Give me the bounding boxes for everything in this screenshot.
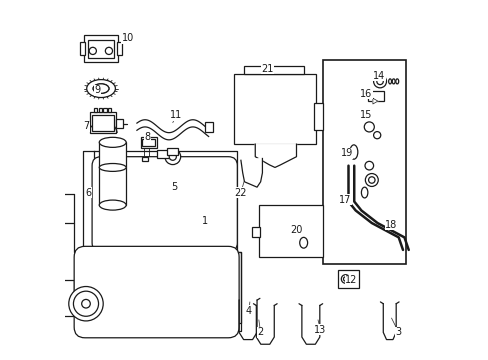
Ellipse shape (93, 84, 109, 93)
Circle shape (81, 300, 90, 308)
Ellipse shape (99, 137, 126, 147)
Bar (251, 226, 259, 237)
Circle shape (89, 47, 96, 54)
Ellipse shape (349, 145, 357, 159)
Polygon shape (372, 98, 377, 104)
Bar (314, 103, 323, 130)
Polygon shape (255, 144, 296, 167)
Text: 1: 1 (202, 216, 208, 226)
Circle shape (376, 78, 383, 85)
Bar (80, 41, 85, 55)
Bar (92, 115, 113, 131)
Circle shape (368, 177, 374, 183)
Bar (233, 74, 316, 144)
PathPatch shape (92, 157, 237, 252)
Bar (116, 119, 122, 128)
Bar (140, 137, 156, 148)
PathPatch shape (74, 246, 239, 338)
Ellipse shape (299, 237, 307, 248)
Text: 9: 9 (94, 85, 101, 95)
Bar (244, 66, 303, 74)
Ellipse shape (99, 200, 126, 210)
Text: 8: 8 (144, 132, 150, 142)
Text: 20: 20 (290, 225, 302, 235)
Circle shape (373, 75, 386, 88)
Bar (103, 108, 106, 112)
Text: 11: 11 (170, 111, 182, 121)
Bar (117, 41, 122, 55)
Circle shape (105, 47, 112, 54)
Bar (258, 205, 322, 257)
Ellipse shape (86, 80, 115, 98)
Text: 14: 14 (372, 71, 385, 81)
Bar (83, 35, 118, 62)
Ellipse shape (99, 163, 126, 171)
Text: 12: 12 (345, 275, 357, 285)
Ellipse shape (388, 79, 391, 84)
Polygon shape (83, 151, 237, 252)
Bar (142, 139, 155, 146)
Text: 18: 18 (385, 220, 397, 230)
Bar (89, 112, 116, 134)
Bar (351, 276, 356, 282)
Circle shape (365, 174, 378, 186)
Circle shape (341, 275, 349, 283)
Text: 22: 22 (234, 188, 246, 198)
Circle shape (69, 287, 103, 321)
Ellipse shape (391, 79, 394, 84)
Bar (99, 142, 126, 205)
Text: 4: 4 (245, 306, 251, 316)
Text: 10: 10 (122, 33, 134, 43)
Bar (338, 270, 359, 288)
Circle shape (364, 161, 373, 170)
Text: 21: 21 (261, 64, 273, 74)
Bar (367, 91, 384, 101)
Polygon shape (76, 252, 241, 330)
Text: 15: 15 (360, 111, 372, 121)
Bar (142, 157, 147, 161)
Circle shape (373, 132, 380, 139)
Bar (156, 149, 170, 158)
Polygon shape (76, 252, 241, 323)
Text: 5: 5 (171, 182, 177, 192)
Circle shape (73, 291, 99, 316)
Text: 16: 16 (360, 89, 372, 99)
Circle shape (343, 277, 347, 281)
Circle shape (169, 153, 176, 160)
Bar (204, 122, 212, 132)
Text: 13: 13 (314, 325, 326, 335)
Ellipse shape (395, 79, 398, 84)
Ellipse shape (361, 187, 367, 198)
Bar (323, 60, 405, 264)
Bar (99, 108, 102, 112)
Text: 6: 6 (85, 188, 91, 198)
Circle shape (364, 122, 373, 132)
Polygon shape (241, 158, 262, 187)
Bar (167, 148, 178, 155)
Bar (94, 108, 97, 112)
Bar (88, 40, 113, 58)
Bar (108, 108, 111, 112)
Circle shape (164, 149, 180, 165)
Text: 3: 3 (395, 327, 401, 337)
Text: 2: 2 (257, 327, 263, 337)
Text: 7: 7 (82, 121, 89, 131)
Text: 19: 19 (340, 148, 352, 158)
Text: 17: 17 (338, 195, 350, 205)
Ellipse shape (93, 84, 109, 93)
